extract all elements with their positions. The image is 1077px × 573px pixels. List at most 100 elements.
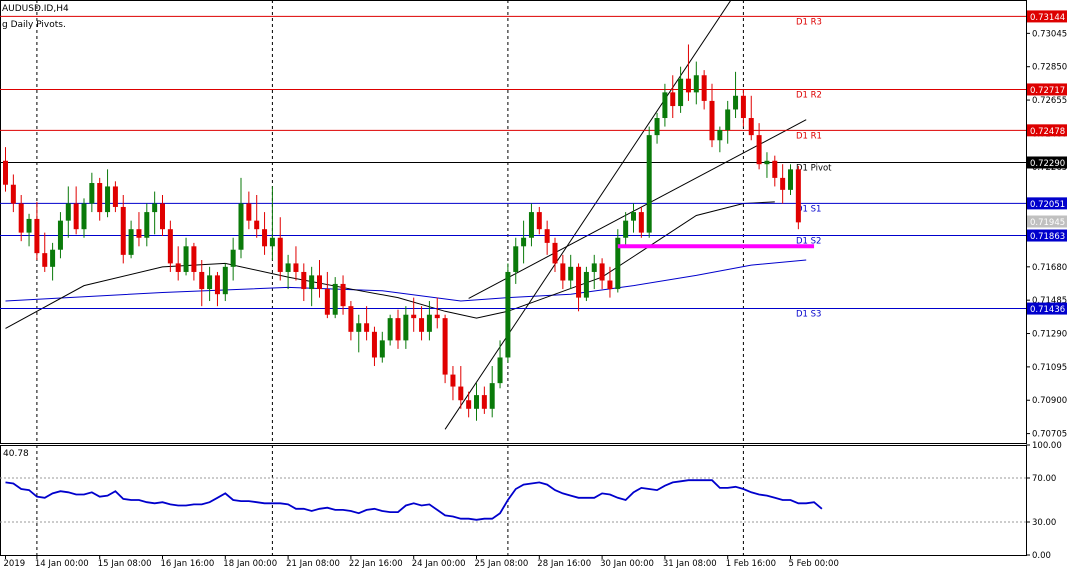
candle-body [175,263,181,272]
candle-body [152,203,158,213]
pivot-price-tag [1027,124,1067,137]
pivot-name: D1 Pivot [796,163,832,173]
candle-body [340,283,346,307]
candle-body [497,357,503,384]
rsi-line [5,479,823,521]
candle-body [756,135,762,165]
rsi-tick-label: 100.00 [1032,441,1062,451]
price-tick-label: 0.71095 [1032,363,1067,373]
time-tick-label: 14 Jan 00:00 [35,559,89,569]
time-tick-label: 15 Jan 08:00 [98,559,152,569]
candle-body [411,314,417,319]
rsi-tick-label: 70.00 [1032,474,1056,484]
candle-body [136,229,142,238]
candle-body [458,386,464,401]
pivot-price-label: 0.71436 [1030,305,1065,315]
candle-body [222,266,228,295]
candle-body [426,314,432,332]
candle-body [246,203,252,221]
candle-body [112,186,118,207]
symbol-title: AUDUSD.ID,H4 [2,4,69,14]
candle-body [348,306,354,332]
candle-body [434,314,440,319]
candle-body [521,237,527,247]
pivot-price-tag [1027,302,1067,315]
candle-body [3,160,8,185]
time-tick-label: 30 Jan 00:00 [600,559,654,569]
price-tick-label: 0.70705 [1032,430,1067,440]
candle-body [262,229,268,247]
candle-body [685,78,691,93]
pivot-price-label: 0.71863 [1030,232,1065,242]
candle-body [387,318,393,341]
candle-body [371,331,377,358]
candle-body [332,283,338,315]
candle-body [725,109,731,130]
time-tick-label: 16 Jan 16:00 [161,559,215,569]
time-tick-label: 31 Jan 08:00 [663,559,717,569]
candle-body [57,220,63,250]
candle-body [748,118,754,136]
candle-body [583,271,589,298]
pivot-price-label: 0.72478 [1030,127,1065,137]
pivot-price-label: 0.72051 [1030,200,1065,210]
time-tick-label: 25 Jan 08:00 [475,559,529,569]
candle-body [10,184,16,204]
candle-body [269,237,275,247]
pivot-price-tag [1027,156,1067,169]
candle-body [191,246,197,272]
candle-body [788,169,793,190]
pivot-name: D1 S2 [796,237,821,247]
candle-body [670,92,676,107]
candle-body [34,218,40,254]
candle-body [238,203,244,250]
time-tick-label: 22 Jan 16:00 [349,559,403,569]
candle-body [701,75,707,101]
candle-body [568,266,574,281]
rsi-current-value: 40.78 [3,449,29,459]
candle-body [717,129,723,141]
candle-body [89,183,95,204]
candle-body [505,271,511,358]
candle-body [379,340,385,358]
candle-body [662,92,668,119]
candle-body [442,318,448,375]
pivot-price-label: 0.72717 [1030,86,1065,96]
candle-body [576,266,582,298]
candle-body [277,237,283,272]
indicator-name: g Daily Pivots. [2,20,66,30]
candle-body [544,229,550,243]
price-tick-label: 0.72655 [1032,96,1067,106]
candle-body [301,271,307,290]
pivot-name: D1 R1 [796,131,822,141]
pivot-price-label: 0.72290 [1030,159,1065,169]
candle-body [183,246,189,272]
time-tick-label: 18 Jan 00:00 [223,559,277,569]
candle-body [780,177,786,190]
candle-body [317,275,322,290]
candle-body [615,237,621,290]
channel-line [444,0,732,430]
candle-body [513,246,519,272]
candle-body [160,203,165,230]
candle-body [772,160,778,178]
time-tick-label: 2019 [4,559,26,569]
candle-body [693,75,699,93]
candle-body [631,212,636,221]
candle-body [419,318,425,332]
price-tick-label: 0.71290 [1032,330,1067,340]
candle-body [120,206,126,255]
price-tick-label: 0.70900 [1032,396,1067,406]
candle-body [65,203,71,221]
candle-body [214,275,220,295]
time-tick-label: 24 Jan 00:00 [412,559,466,569]
candle-body [552,242,558,264]
pivot-name: D1 S3 [796,310,821,320]
candle-body [560,263,566,281]
pivot-name: D1 R3 [796,17,822,27]
price-tick-label: 0.73045 [1032,29,1067,39]
rsi-tick-label: 0.00 [1032,551,1051,561]
time-tick-label: 5 Feb 00:00 [789,559,839,569]
candle-body [709,100,715,141]
